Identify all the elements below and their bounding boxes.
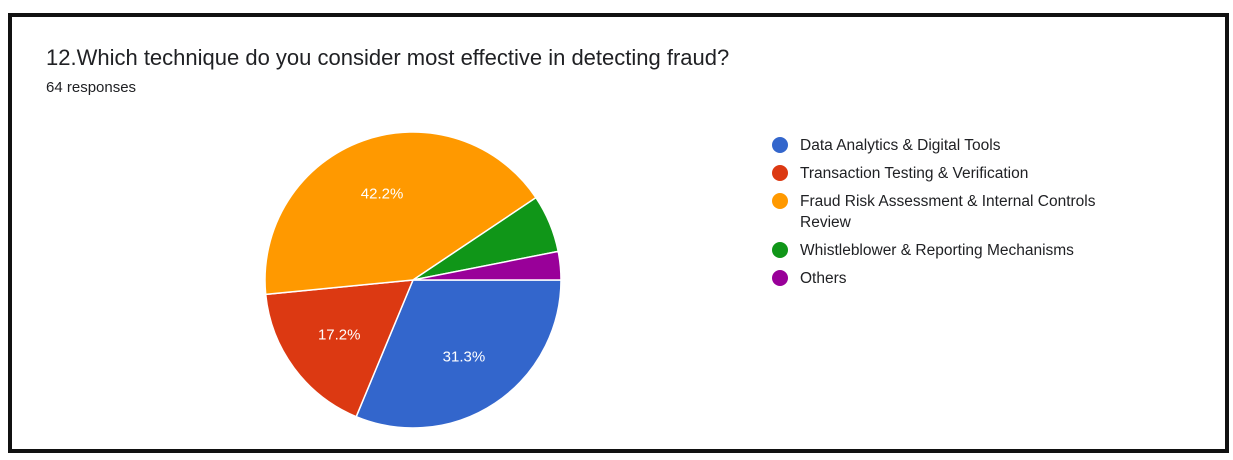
- legend-swatch: [772, 270, 788, 286]
- pie-slice-2: [264, 131, 538, 296]
- slice-label-0: 31.3%: [443, 348, 486, 365]
- legend-label: Others: [800, 270, 847, 287]
- legend-item: Transaction Testing & Verification: [772, 163, 1172, 184]
- chart-card: [8, 13, 1229, 453]
- pie-slice-1: [264, 279, 415, 418]
- legend-item: Data Analytics & Digital Tools: [772, 135, 1172, 156]
- chart-legend: Data Analytics & Digital Tools Transactio…: [772, 135, 1172, 296]
- legend-swatch: [772, 242, 788, 258]
- legend-label: Whistleblower & Reporting Mechanisms: [800, 242, 1074, 259]
- slice-label-1: 17.2%: [318, 327, 361, 344]
- legend-label: Fraud Risk Assessment & Internal Control…: [800, 193, 1096, 231]
- pie-slice-0: [355, 279, 562, 429]
- pie-slice-4: [412, 250, 562, 281]
- legend-swatch: [772, 165, 788, 181]
- legend-label: Data Analytics & Digital Tools: [800, 137, 1001, 154]
- legend-label: Transaction Testing & Verification: [800, 165, 1029, 182]
- response-count: 64 responses: [46, 79, 137, 96]
- legend-item: Fraud Risk Assessment & Internal Control…: [772, 191, 1172, 233]
- legend-swatch: [772, 137, 788, 153]
- question-title: 12.Which technique do you consider most …: [46, 45, 730, 70]
- legend-item: Whistleblower & Reporting Mechanisms: [772, 240, 1172, 261]
- slice-label-2: 42.2%: [361, 186, 404, 203]
- legend-item: Others: [772, 268, 1172, 289]
- legend-swatch: [772, 193, 788, 209]
